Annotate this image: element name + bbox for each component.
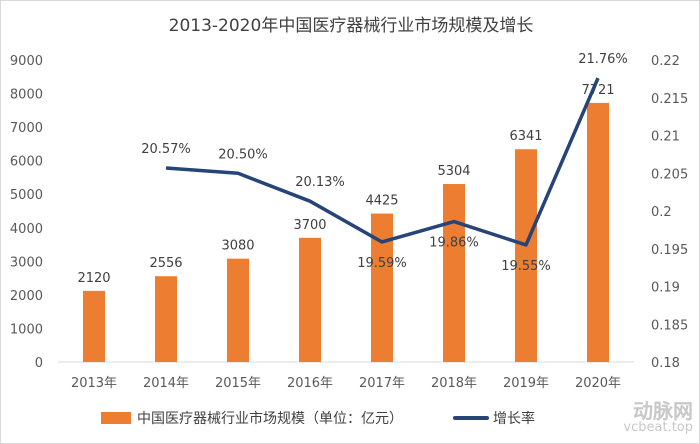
line-data-label: 19.59% [357, 256, 407, 271]
legend-line-label: 增长率 [493, 411, 535, 427]
x-tick-label: 2015年 [215, 376, 261, 391]
bar [515, 149, 537, 362]
bar [299, 237, 321, 362]
line-data-label: 19.86% [429, 236, 479, 251]
y2-tick-label: 0.195 [651, 243, 688, 258]
y-tick-label: 4000 [10, 222, 43, 237]
bar-data-label: 3700 [293, 218, 326, 233]
bar [155, 276, 177, 362]
x-tick-label: 2019年 [503, 376, 549, 391]
bar-data-label: 2120 [77, 271, 110, 286]
y-tick-label: 8000 [10, 88, 43, 103]
bar-data-label: 6341 [509, 129, 542, 144]
bar [371, 213, 393, 362]
y2-tick-label: 0.18 [651, 356, 680, 371]
line-data-label: 20.13% [295, 175, 345, 190]
line-data-label: 19.55% [501, 259, 551, 274]
bar-data-label: 3080 [221, 239, 254, 254]
y-tick-label: 2000 [10, 289, 43, 304]
line-data-label: 20.57% [141, 142, 191, 157]
y2-tick-label: 0.19 [651, 281, 680, 296]
bar-data-label: 5304 [437, 164, 470, 179]
legend-line-swatch [453, 416, 489, 420]
bar [443, 184, 465, 362]
y2-tick-label: 0.205 [651, 167, 688, 182]
bar-data-label: 7721 [581, 83, 614, 98]
y2-tick-label: 0.215 [651, 92, 688, 107]
x-tick-label: 2016年 [287, 376, 333, 391]
line-data-label: 21.76% [578, 52, 628, 67]
line-data-label: 20.50% [218, 147, 268, 162]
legend-bar-label: 中国医疗器械行业市场规模（单位：亿元） [137, 411, 403, 427]
legend-bar-swatch [101, 412, 131, 424]
x-tick-label: 2014年 [143, 376, 189, 391]
y2-tick-label: 0.185 [651, 318, 688, 333]
y-tick-label: 9000 [10, 54, 43, 69]
bar [227, 258, 249, 362]
bar [83, 290, 105, 362]
y-tick-label: 0 [35, 356, 43, 371]
y-tick-label: 3000 [10, 255, 43, 270]
bar-data-label: 4425 [365, 194, 398, 209]
y-tick-label: 5000 [10, 188, 43, 203]
bar-data-label: 2556 [149, 256, 182, 271]
watermark-logo: 动脉网 vcbeat.top [623, 399, 693, 435]
chart-title: 2013-2020年中国医疗器械行业市场规模及增长 [168, 16, 534, 36]
y2-tick-label: 0.22 [651, 54, 680, 69]
legend: 中国医疗器械行业市场规模（单位：亿元） 增长率 [101, 408, 535, 428]
bar [587, 102, 609, 363]
x-tick-label: 2018年 [431, 376, 477, 391]
y2-tick-label: 0.21 [651, 130, 680, 145]
y-tick-label: 6000 [10, 155, 43, 170]
y-tick-label: 7000 [10, 121, 43, 136]
y2-tick-label: 0.2 [651, 205, 672, 220]
x-tick-label: 2020年 [575, 376, 621, 391]
x-tick-label: 2017年 [359, 376, 405, 391]
y-tick-label: 1000 [10, 322, 43, 337]
x-tick-label: 2013年 [71, 376, 117, 391]
